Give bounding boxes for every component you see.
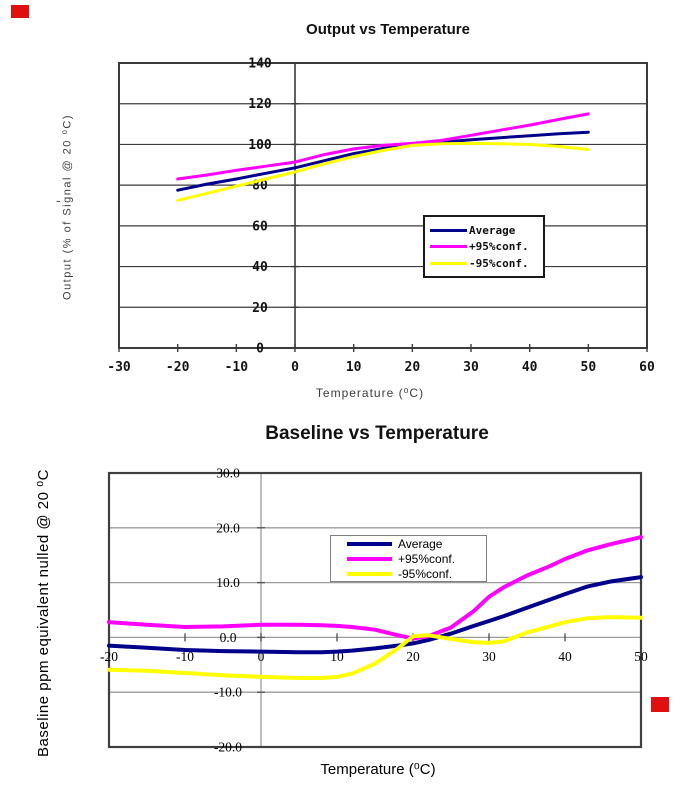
output-chart-title: Output vs Temperature — [306, 21, 470, 38]
red-artifact-marker — [11, 5, 29, 18]
stray-dash-mark: - — [56, 192, 61, 208]
x-tick-label: 30 — [463, 360, 479, 375]
y-tick-label: -20.0 — [214, 740, 242, 755]
x-tick-label: -30 — [107, 360, 131, 375]
legend-line-swatch — [430, 245, 467, 248]
legend-item: Average — [430, 224, 543, 237]
baseline-chart-title: Baseline vs Temperature — [265, 423, 489, 444]
legend-label: +95%conf. — [469, 240, 529, 253]
baseline-chart-x-axis-label: Temperature (⁰C) — [320, 761, 436, 778]
x-tick-label: 20 — [405, 360, 421, 375]
output-chart-legend: Average +95%conf. -95%conf. — [423, 215, 545, 278]
x-tick-label: 50 — [581, 360, 597, 375]
x-tick-label: 60 — [639, 360, 655, 375]
legend-line-swatch — [347, 556, 392, 561]
series-line--95%conf. — [176, 141, 590, 202]
legend-item: +95%conf. — [430, 240, 543, 253]
y-tick-label: 0 — [256, 342, 264, 357]
series-line-Average — [107, 575, 643, 655]
y-tick-label: 60 — [252, 219, 268, 234]
y-tick-label: -10.0 — [214, 685, 242, 700]
x-tick-label: 0 — [258, 649, 265, 664]
legend-item: -95%conf. — [347, 567, 486, 581]
y-tick-label: 0.0 — [220, 630, 237, 645]
y-tick-label: 120 — [248, 97, 272, 112]
legend-line-swatch — [347, 541, 392, 546]
series-line-Average — [176, 130, 590, 192]
series-line--95%conf. — [107, 615, 643, 680]
x-tick-label: 40 — [558, 649, 572, 664]
output-chart-x-axis-label: Temperature (⁰C) — [315, 386, 425, 400]
series-line-+95%conf. — [176, 112, 590, 181]
output-chart-y-axis-label: Output (% of Signal @ 20 ⁰C) — [61, 114, 74, 300]
y-tick-label: 140 — [248, 57, 272, 72]
legend-line-swatch — [347, 571, 392, 576]
x-tick-label: -10 — [225, 360, 249, 375]
legend-line-swatch — [430, 228, 467, 232]
x-tick-label: 30 — [482, 649, 496, 664]
x-tick-label: 50 — [634, 649, 648, 664]
y-tick-label: 20.0 — [216, 520, 240, 535]
legend-label: Average — [469, 223, 516, 237]
red-artifact-marker — [651, 697, 669, 712]
y-tick-label: 40 — [252, 260, 268, 275]
y-tick-label: 100 — [248, 138, 272, 153]
legend-item: +95%conf. — [347, 552, 486, 566]
x-tick-label: -20 — [166, 360, 190, 375]
x-tick-label: 20 — [406, 649, 420, 664]
legend-label: Average — [398, 536, 443, 551]
legend-label: -95%conf. — [469, 256, 529, 270]
baseline-chart-plot: 30.020.010.00.0-10.0-20.0-20 -10 0 10 20 30 40… — [100, 466, 648, 755]
x-tick-label: -20 — [100, 649, 118, 664]
legend-item: -95%conf. — [430, 257, 543, 270]
baseline-chart-y-axis-label: Baseline ppm equivalent nulled @ 20 ⁰C — [35, 469, 52, 757]
legend-label: -95%conf. — [398, 566, 453, 581]
y-tick-label: 30.0 — [216, 466, 240, 481]
baseline-chart-legend: Average +95%conf. -95%conf. — [330, 535, 487, 582]
y-tick-label: 20 — [252, 301, 268, 316]
x-tick-label: 40 — [522, 360, 538, 375]
x-tick-label: 0 — [291, 360, 299, 375]
y-tick-label: 10.0 — [216, 575, 240, 590]
legend-line-swatch — [430, 261, 467, 265]
x-tick-label: -10 — [176, 649, 194, 664]
legend-label: +95%conf. — [398, 551, 456, 566]
x-tick-label: 10 — [346, 360, 362, 375]
legend-item: Average — [347, 537, 486, 551]
